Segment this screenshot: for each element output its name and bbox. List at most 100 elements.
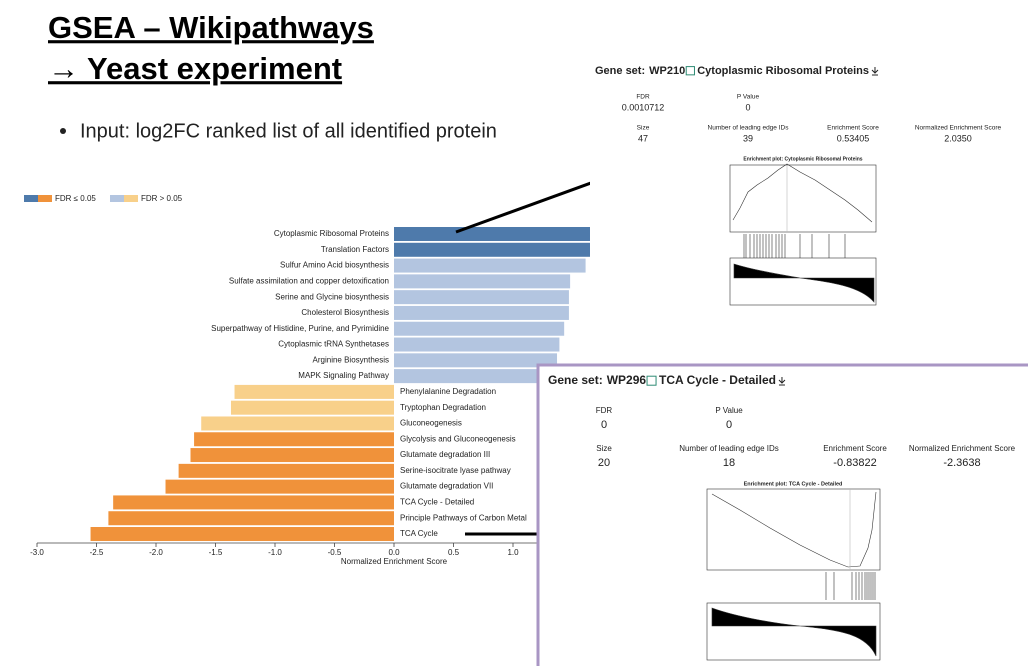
stat-value: 0 <box>601 419 607 431</box>
category-label: Glutamate degradation VII <box>400 482 493 491</box>
ranked-metric <box>733 263 875 303</box>
stat-label: Size <box>596 444 612 453</box>
x-tick-label: -2.5 <box>90 548 104 557</box>
bar <box>394 369 556 384</box>
stat-label: Normalized Enrichment Score <box>915 125 1002 132</box>
category-label: Sulfur Amino Acid biosynthesis <box>280 261 389 270</box>
es-curve <box>711 491 877 568</box>
stat-value: -0.83822 <box>833 457 876 469</box>
bar <box>201 416 394 431</box>
stat-value: 20 <box>598 457 610 469</box>
category-label: Translation Factors <box>321 245 389 254</box>
gene-set-label: Gene set: <box>548 373 603 387</box>
bar <box>90 527 395 542</box>
enrichment-plot <box>729 163 877 306</box>
stat-value: 18 <box>723 457 735 469</box>
plot-title: Enrichment plot: TCA Cycle - Detailed <box>744 481 843 487</box>
category-label: Glutamate degradation III <box>400 450 490 459</box>
barcode <box>743 234 846 258</box>
plot-frame <box>729 257 877 306</box>
gene-set-panel: Gene set: WP210 Cytoplasmic Ribosomal Prot… <box>590 55 1028 315</box>
legend-swatch <box>110 195 124 202</box>
gene-set-name: TCA Cycle - Detailed <box>659 373 776 387</box>
stat-label: FDR <box>636 94 650 101</box>
stat-label: Number of leading edge IDs <box>708 125 790 132</box>
enrichment-plot <box>706 488 881 661</box>
bar <box>394 337 560 352</box>
category-label: TCA Cycle <box>400 529 438 538</box>
x-tick-label: 0.5 <box>448 548 460 557</box>
panel-bg <box>536 363 1028 666</box>
stat-label: FDR <box>596 406 613 415</box>
category-label: Cholesterol Biosynthesis <box>301 308 389 317</box>
legend-swatch <box>24 195 38 202</box>
external-link-icon <box>685 66 695 76</box>
bar <box>394 227 591 241</box>
plot-title: Enrichment plot: Cytoplasmic Ribosomal P… <box>743 156 862 162</box>
bar <box>394 321 565 336</box>
category-label: Tryptophan Degradation <box>400 403 486 412</box>
category-label: TCA Cycle - Detailed <box>400 498 474 507</box>
bar <box>165 479 394 494</box>
x-tick-label: -3.0 <box>30 548 44 557</box>
stat-value: 39 <box>743 133 753 143</box>
plot-frame <box>706 488 881 571</box>
x-tick-label: -2.0 <box>149 548 163 557</box>
category-label: Gluconeogenesis <box>400 419 462 428</box>
category-label: Cytoplasmic Ribosomal Proteins <box>274 229 389 238</box>
legend-swatch <box>38 195 52 202</box>
category-label: MAPK Signaling Pathway <box>298 371 389 380</box>
gene-set-name: Cytoplasmic Ribosomal Proteins <box>697 65 869 77</box>
x-tick-label: 1.0 <box>507 548 519 557</box>
bar <box>394 290 569 305</box>
bullet-dot <box>60 128 66 134</box>
x-axis-label: Normalized Enrichment Score <box>341 557 448 566</box>
download-icon <box>778 377 786 386</box>
external-link-icon <box>646 375 657 386</box>
stat-value: 47 <box>638 133 648 143</box>
bar <box>394 305 569 320</box>
bar <box>234 384 394 399</box>
category-label: Arginine Biosynthesis <box>313 355 389 364</box>
stat-value: -2.3638 <box>943 457 980 469</box>
category-label: Sulfate assimilation and copper detoxifi… <box>229 276 389 285</box>
stat-value: 0 <box>745 102 750 112</box>
plot-frame <box>706 602 881 661</box>
x-tick-label: 0.0 <box>388 548 400 557</box>
category-label: Principle Pathways of Carbon Metal <box>400 513 527 522</box>
gene-set-label: Gene set: <box>595 65 645 77</box>
ranked-metric <box>711 607 877 657</box>
stat-label: Normalized Enrichment Score <box>909 444 1016 453</box>
bar <box>113 495 394 510</box>
panel-bg <box>590 55 1028 315</box>
stat-value: 2.0350 <box>944 133 972 143</box>
category-label: Phenylalanine Degradation <box>400 387 496 396</box>
bar <box>178 463 394 478</box>
category-label: Superpathway of Histidine, Purine, and P… <box>211 324 389 333</box>
stat-value: 0.0010712 <box>622 102 665 112</box>
slide-title: GSEA – Wikipathways <box>48 10 374 45</box>
download-icon <box>871 67 879 76</box>
legend-label: FDR ≤ 0.05 <box>55 194 96 203</box>
gene-set-link: WP210 <box>649 65 685 77</box>
stat-label: Enrichment Score <box>823 444 887 453</box>
slide-title: → Yeast experiment <box>48 51 342 86</box>
es-curve <box>732 163 873 223</box>
bar <box>230 400 394 415</box>
bar <box>190 448 394 463</box>
x-tick-label: -0.5 <box>328 548 342 557</box>
bar-chart: FDR ≤ 0.05 FDR > 0.05 Cytoplasmic Ribosoma… <box>24 194 632 566</box>
legend-swatch <box>124 195 138 202</box>
stat-label: P Value <box>737 94 760 101</box>
bar <box>394 353 558 368</box>
x-tick-label: -1.0 <box>268 548 282 557</box>
bar <box>394 242 591 257</box>
stat-label: P Value <box>715 406 743 415</box>
x-tick-label: -1.5 <box>209 548 223 557</box>
category-label: Cytoplasmic tRNA Synthetases <box>278 340 389 349</box>
bar <box>394 274 571 289</box>
stat-label: Number of leading edge IDs <box>679 444 779 453</box>
category-label: Glycolysis and Gluconeogenesis <box>400 434 516 443</box>
